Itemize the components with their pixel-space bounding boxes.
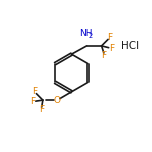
Text: F: F xyxy=(30,97,35,106)
Text: NH: NH xyxy=(79,29,93,38)
Text: HCl: HCl xyxy=(121,41,139,51)
Text: F: F xyxy=(107,33,112,42)
Text: F: F xyxy=(39,105,44,114)
Text: F: F xyxy=(101,51,106,60)
Text: 2: 2 xyxy=(88,33,92,39)
Text: O: O xyxy=(54,96,61,105)
Text: F: F xyxy=(110,44,115,53)
Text: F: F xyxy=(32,87,37,96)
